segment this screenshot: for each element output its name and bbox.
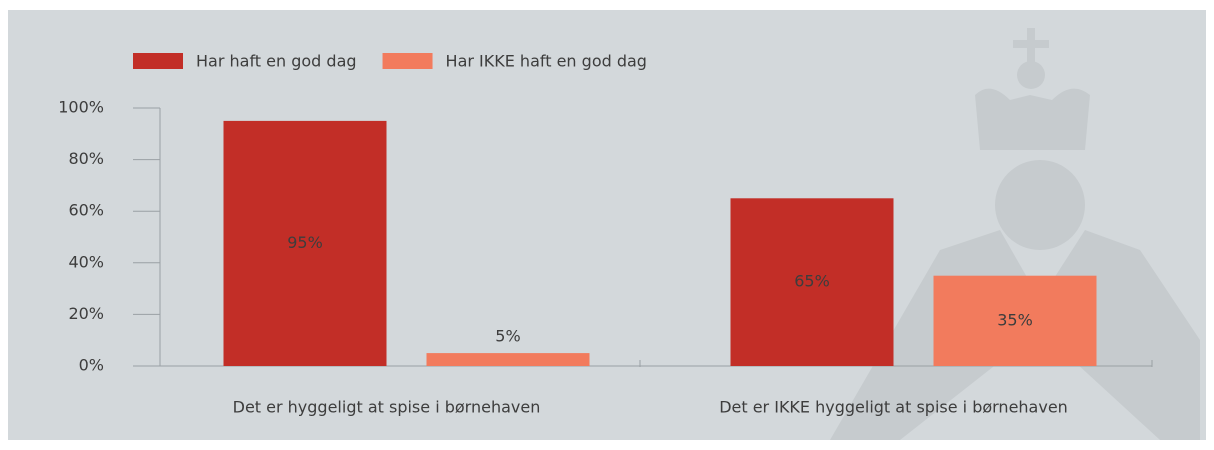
legend-swatch [133, 53, 183, 69]
chart: Har haft en god dag Har IKKE haft en god … [0, 0, 1214, 450]
x-tick-label: Det er IKKE hyggeligt at spise i børneha… [719, 398, 1068, 417]
y-tick-label: 80% [68, 149, 104, 168]
legend-label: Har haft en god dag [196, 52, 357, 71]
legend-swatch [383, 53, 433, 69]
y-tick-label: 40% [68, 252, 104, 271]
y-tick-label: 20% [68, 304, 104, 323]
value-label: 5% [495, 327, 520, 346]
value-label: 95% [287, 233, 323, 252]
y-tick-label: 100% [58, 98, 104, 117]
y-tick-label: 0% [79, 356, 104, 375]
y-tick-label: 60% [68, 201, 104, 220]
value-label: 35% [997, 310, 1033, 329]
value-label: 65% [794, 272, 830, 291]
x-tick-label: Det er hyggeligt at spise i børnehaven [233, 398, 541, 417]
legend-label: Har IKKE haft en god dag [446, 52, 647, 71]
bar [427, 353, 590, 366]
